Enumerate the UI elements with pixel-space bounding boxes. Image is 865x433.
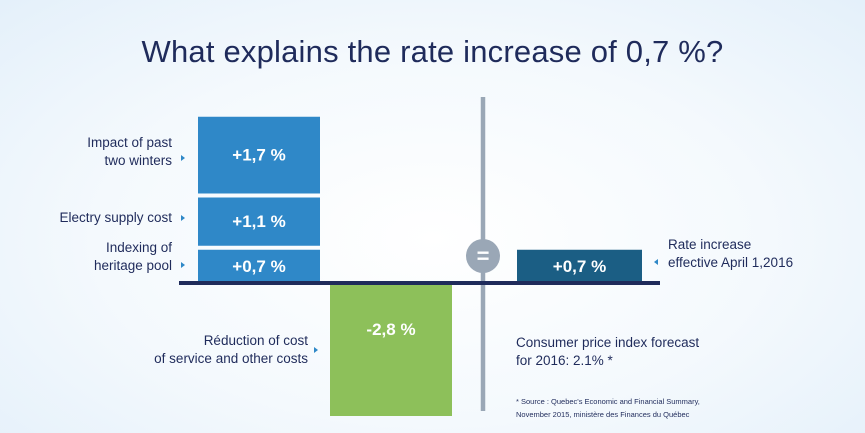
stack-bar-2	[198, 116, 320, 194]
winters-label-line1: Impact of past	[87, 135, 172, 150]
cpi-note-line1: Consumer price index forecast	[516, 335, 700, 350]
reduction-label-line1: Réduction of cost	[203, 333, 308, 348]
source-note-line2: November 2015, ministère des Finances du…	[516, 410, 690, 419]
arrow-right-icon	[181, 155, 185, 161]
arrow-left-icon	[654, 259, 658, 265]
winters-label-line2: two winters	[104, 153, 172, 168]
arrow-right-icon	[181, 262, 185, 268]
cpi-note-line2: for 2016: 2.1% *	[516, 353, 613, 368]
reduction-bar	[330, 283, 452, 416]
heritage-label: Indexing of heritage pool	[94, 239, 172, 275]
arrow-right-icon	[314, 347, 318, 353]
baseline-axis	[179, 281, 660, 285]
chart-title: What explains the rate increase of 0,7 %…	[141, 34, 724, 69]
heritage-label-line2: heritage pool	[93, 258, 172, 273]
reduction-label-line2: of service and other costs	[154, 351, 308, 366]
equals-circle	[466, 239, 500, 273]
stack-bar-label-2: +1,7 %	[232, 146, 285, 165]
result-bar	[517, 249, 642, 283]
result-label-line1: Rate increase	[668, 237, 752, 252]
stack-bar-label-0: +0,7 %	[232, 257, 285, 276]
arrow-right-icon	[181, 215, 185, 221]
cpi-note: Consumer price index forecast for 2016: …	[516, 334, 699, 370]
supply-label: Electry supply cost	[59, 210, 172, 225]
reduction-bar-label: -2,8 %	[366, 320, 415, 339]
stack-bar-label-1: +1,1 %	[232, 212, 285, 231]
winters-label: Impact of past two winters	[87, 134, 172, 170]
source-note-line1: * Source : Quebec's Economic and Financi…	[516, 397, 700, 406]
reduction-label: Réduction of cost of service and other c…	[154, 332, 308, 368]
source-note: * Source : Quebec's Economic and Financi…	[516, 395, 700, 421]
equals-sign: =	[477, 244, 490, 269]
stack-bar-0	[198, 249, 320, 283]
result-label: Rate increase effective April 1,2016	[668, 236, 793, 272]
result-bar-label: +0,7 %	[553, 257, 606, 276]
result-label-line2: effective April 1,2016	[668, 255, 794, 270]
heritage-label-line1: Indexing of	[105, 240, 172, 255]
stack-bar-1	[198, 197, 320, 246]
